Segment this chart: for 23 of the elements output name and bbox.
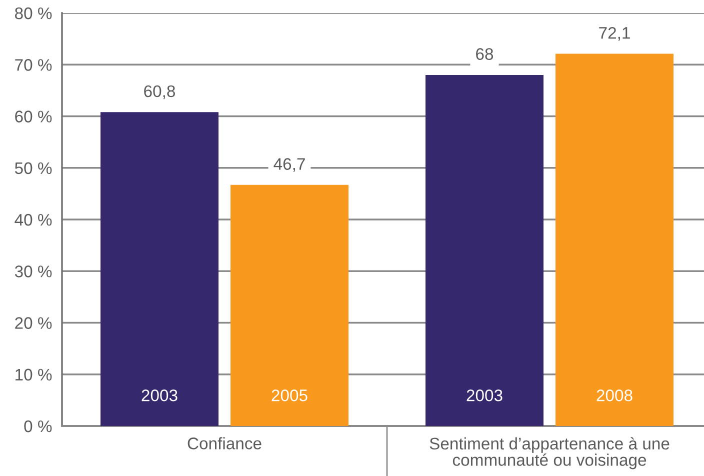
annotation: 2003 [466, 390, 502, 402]
x-tick-label: Confiance [188, 437, 262, 450]
y-tick-label: 60 % [15, 110, 52, 122]
data-label: 68 [476, 48, 494, 60]
y-tick-label: 30 % [14, 266, 52, 278]
y-tick-label: 20 % [15, 317, 52, 329]
y-tick-label: 10 % [16, 368, 52, 381]
data-label: 60,8 [144, 85, 175, 100]
annotation: 2003 [142, 390, 178, 402]
y-tick-label: 0 % [24, 420, 52, 432]
y-tick-label: 70 % [15, 59, 52, 71]
x-tick-label: Sentiment d’appartenance à une communauté ou voisinage [430, 437, 670, 470]
bar [100, 112, 218, 426]
y-tick-label: 40 % [14, 214, 52, 226]
y-tick-label: 50 % [14, 162, 52, 174]
data-label: 72,1 [599, 27, 630, 41]
annotation: 2008 [596, 390, 632, 402]
bar [426, 74, 544, 426]
y-tick-label: 80 % [15, 7, 52, 20]
bar [556, 54, 674, 426]
annotation: 2005 [272, 390, 308, 402]
bar [230, 184, 348, 426]
data-label: 46,7 [274, 158, 305, 172]
